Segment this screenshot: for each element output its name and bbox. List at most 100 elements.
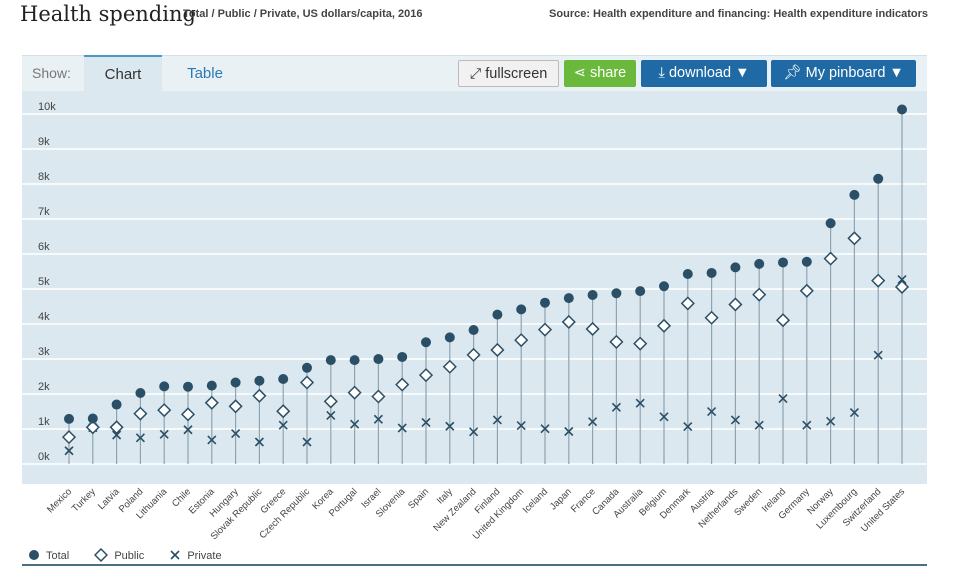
total-point[interactable]	[778, 257, 788, 268]
public-point[interactable]	[680, 296, 695, 311]
public-point[interactable]	[799, 283, 814, 298]
private-point[interactable]	[492, 415, 502, 425]
public-point[interactable]	[204, 395, 219, 410]
total-point[interactable]	[159, 381, 170, 392]
private-point[interactable]	[445, 421, 455, 431]
total-point[interactable]	[254, 375, 265, 386]
public-point[interactable]	[775, 313, 791, 328]
total-point[interactable]	[230, 377, 241, 388]
legend-item-public[interactable]: Public	[94, 547, 144, 563]
public-point[interactable]	[442, 359, 457, 374]
public-point[interactable]	[704, 310, 719, 325]
total-point[interactable]	[492, 309, 503, 320]
total-point[interactable]	[754, 258, 765, 269]
total-point[interactable]	[730, 262, 741, 273]
public-point[interactable]	[894, 279, 910, 295]
public-point[interactable]	[871, 273, 886, 288]
private-point[interactable]	[635, 398, 645, 408]
total-point[interactable]	[563, 293, 574, 304]
public-point[interactable]	[157, 403, 172, 418]
total-point[interactable]	[468, 325, 479, 335]
tab-table[interactable]: Table	[187, 65, 223, 82]
total-point[interactable]	[825, 218, 836, 229]
public-point[interactable]	[418, 368, 434, 383]
total-point[interactable]	[183, 381, 193, 392]
private-point[interactable]	[135, 433, 145, 443]
public-point[interactable]	[347, 385, 362, 400]
public-point[interactable]	[228, 399, 243, 414]
total-point[interactable]	[373, 354, 384, 365]
public-point[interactable]	[633, 336, 648, 351]
private-point[interactable]	[802, 420, 812, 430]
public-point[interactable]	[561, 314, 576, 330]
total-point[interactable]	[540, 297, 550, 308]
private-point[interactable]	[302, 437, 312, 447]
public-point[interactable]	[133, 406, 148, 421]
total-point[interactable]	[278, 374, 289, 384]
total-point[interactable]	[706, 267, 717, 278]
private-point[interactable]	[707, 406, 717, 417]
private-point[interactable]	[397, 423, 407, 433]
public-point[interactable]	[490, 342, 505, 358]
total-point[interactable]	[302, 362, 312, 373]
total-point[interactable]	[897, 104, 907, 115]
total-point[interactable]	[801, 256, 812, 267]
total-point[interactable]	[111, 399, 122, 410]
public-point[interactable]	[395, 377, 410, 392]
private-point[interactable]	[516, 420, 526, 431]
total-point[interactable]	[87, 413, 98, 424]
public-point[interactable]	[728, 297, 743, 312]
private-point[interactable]	[278, 420, 288, 430]
public-point[interactable]	[85, 420, 100, 435]
private-point[interactable]	[849, 408, 859, 418]
private-point[interactable]	[611, 402, 621, 412]
legend-item-private[interactable]: Private	[169, 549, 222, 562]
public-point[interactable]	[180, 407, 196, 422]
private-point[interactable]	[469, 427, 479, 437]
private-point[interactable]	[159, 429, 169, 439]
total-point[interactable]	[397, 351, 408, 362]
public-point[interactable]	[823, 251, 838, 266]
private-point[interactable]	[897, 275, 907, 285]
public-point[interactable]	[847, 231, 862, 246]
private-point[interactable]	[754, 420, 764, 430]
private-point[interactable]	[826, 416, 836, 426]
total-point[interactable]	[349, 355, 360, 366]
total-point[interactable]	[516, 304, 527, 315]
total-point[interactable]	[206, 380, 217, 391]
private-point[interactable]	[326, 410, 336, 420]
public-point[interactable]	[752, 287, 767, 302]
fullscreen-button[interactable]: ⤢ fullscreen	[458, 60, 559, 87]
total-point[interactable]	[135, 388, 146, 398]
total-point[interactable]	[611, 288, 622, 299]
private-point[interactable]	[778, 394, 788, 404]
private-point[interactable]	[540, 424, 550, 434]
pinboard-button[interactable]: 📌︎ My pinboard ▼	[771, 60, 916, 87]
total-point[interactable]	[849, 189, 860, 200]
total-point[interactable]	[325, 355, 336, 366]
private-point[interactable]	[564, 426, 574, 437]
private-point[interactable]	[873, 350, 883, 360]
private-point[interactable]	[207, 435, 217, 445]
tab-chart[interactable]: Chart	[84, 55, 162, 93]
legend-item-total[interactable]: Total	[28, 549, 69, 562]
share-button[interactable]: ⋖ share	[564, 60, 636, 87]
public-point[interactable]	[276, 404, 291, 419]
total-point[interactable]	[421, 337, 431, 348]
total-point[interactable]	[682, 269, 693, 279]
public-point[interactable]	[537, 322, 553, 337]
public-point[interactable]	[323, 394, 338, 409]
public-point[interactable]	[299, 375, 315, 390]
download-button[interactable]: ⤓ download ▼	[641, 60, 767, 87]
private-point[interactable]	[112, 430, 122, 440]
public-point[interactable]	[371, 389, 386, 404]
private-point[interactable]	[254, 437, 264, 447]
total-point[interactable]	[64, 413, 74, 424]
private-point[interactable]	[730, 415, 740, 425]
public-point[interactable]	[585, 321, 600, 337]
public-point[interactable]	[252, 388, 267, 403]
private-point[interactable]	[683, 422, 693, 432]
private-point[interactable]	[373, 414, 383, 424]
total-point[interactable]	[873, 173, 884, 184]
total-point[interactable]	[635, 286, 646, 297]
